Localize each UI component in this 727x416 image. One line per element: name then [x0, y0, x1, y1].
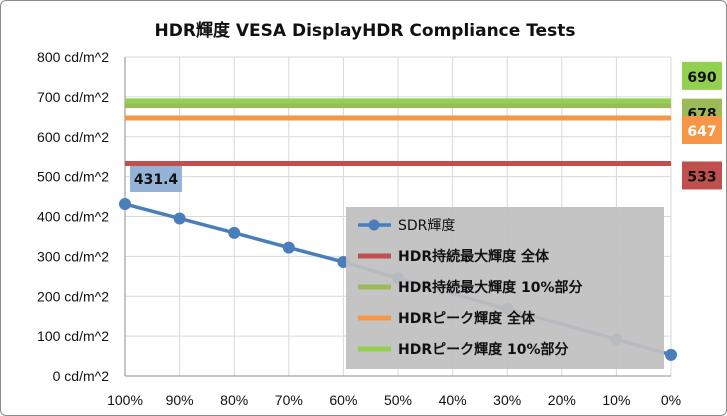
- legend-entry: HDRピーク輝度 全体: [398, 310, 536, 327]
- y-tick-label: 100 cd/m^2: [37, 328, 109, 344]
- reference-lines: [125, 98, 671, 166]
- legend-entry: SDR輝度: [398, 218, 455, 234]
- sdr-point: [665, 348, 677, 361]
- x-tick-label: 90%: [166, 392, 194, 408]
- sdr-point: [282, 241, 295, 254]
- sdr-point: [228, 226, 241, 239]
- y-tick-label: 600 cd/m^2: [37, 129, 109, 145]
- chart-title: HDR輝度 VESA DisplayHDR Compliance Tests: [155, 20, 576, 41]
- y-tick-label: 200 cd/m^2: [37, 288, 109, 304]
- value-label: 647: [687, 124, 716, 140]
- y-tick-label: 400 cd/m^2: [37, 209, 109, 225]
- x-tick-label: 70%: [275, 392, 303, 408]
- value-label-box: [682, 61, 722, 90]
- y-tick-label: 700 cd/m^2: [37, 89, 109, 105]
- axes: 0 cd/m^2 100 cd/m^2 200 cd/m^2 300 cd/m^2 40…: [37, 49, 681, 408]
- x-tick-label: 50%: [384, 392, 412, 408]
- value-label-box: [682, 116, 722, 145]
- x-tick-label: 40%: [439, 392, 467, 408]
- value-label: 533: [687, 169, 716, 185]
- x-tick-label: 10%: [602, 392, 630, 408]
- y-tick-label: 800 cd/m^2: [37, 49, 109, 65]
- y-tick-label: 500 cd/m^2: [37, 169, 109, 185]
- x-tick-label: 0%: [661, 392, 681, 408]
- data-label-box: [130, 165, 182, 192]
- sdr-point: [173, 212, 186, 225]
- x-tick-label: 60%: [329, 392, 357, 408]
- x-tick-label: 100%: [107, 392, 143, 408]
- legend-entry: HDRピーク輝度 10%部分: [398, 341, 569, 358]
- value-label-box: [682, 161, 722, 190]
- y-tick-label: 300 cd/m^2: [37, 248, 109, 264]
- x-tick-label: 80%: [220, 392, 248, 408]
- data-label: 431.4: [134, 172, 179, 188]
- x-tick-label: 20%: [548, 392, 576, 408]
- legend-box: [346, 207, 664, 369]
- sdr-point: [119, 197, 131, 210]
- legend: SDR輝度 HDR持続最大輝度 全体 HDR持続最大輝度 10%部分 HDRピーク輝度…: [346, 207, 664, 369]
- legend-entry: HDR持続最大輝度 10%部分: [398, 279, 583, 296]
- legend-swatch-marker: [368, 219, 380, 231]
- legend-entry: HDR持続最大輝度 全体: [398, 248, 550, 265]
- x-tick-label: 30%: [493, 392, 521, 408]
- y-tick-label: 0 cd/m^2: [53, 368, 110, 384]
- value-label: 690: [687, 70, 716, 86]
